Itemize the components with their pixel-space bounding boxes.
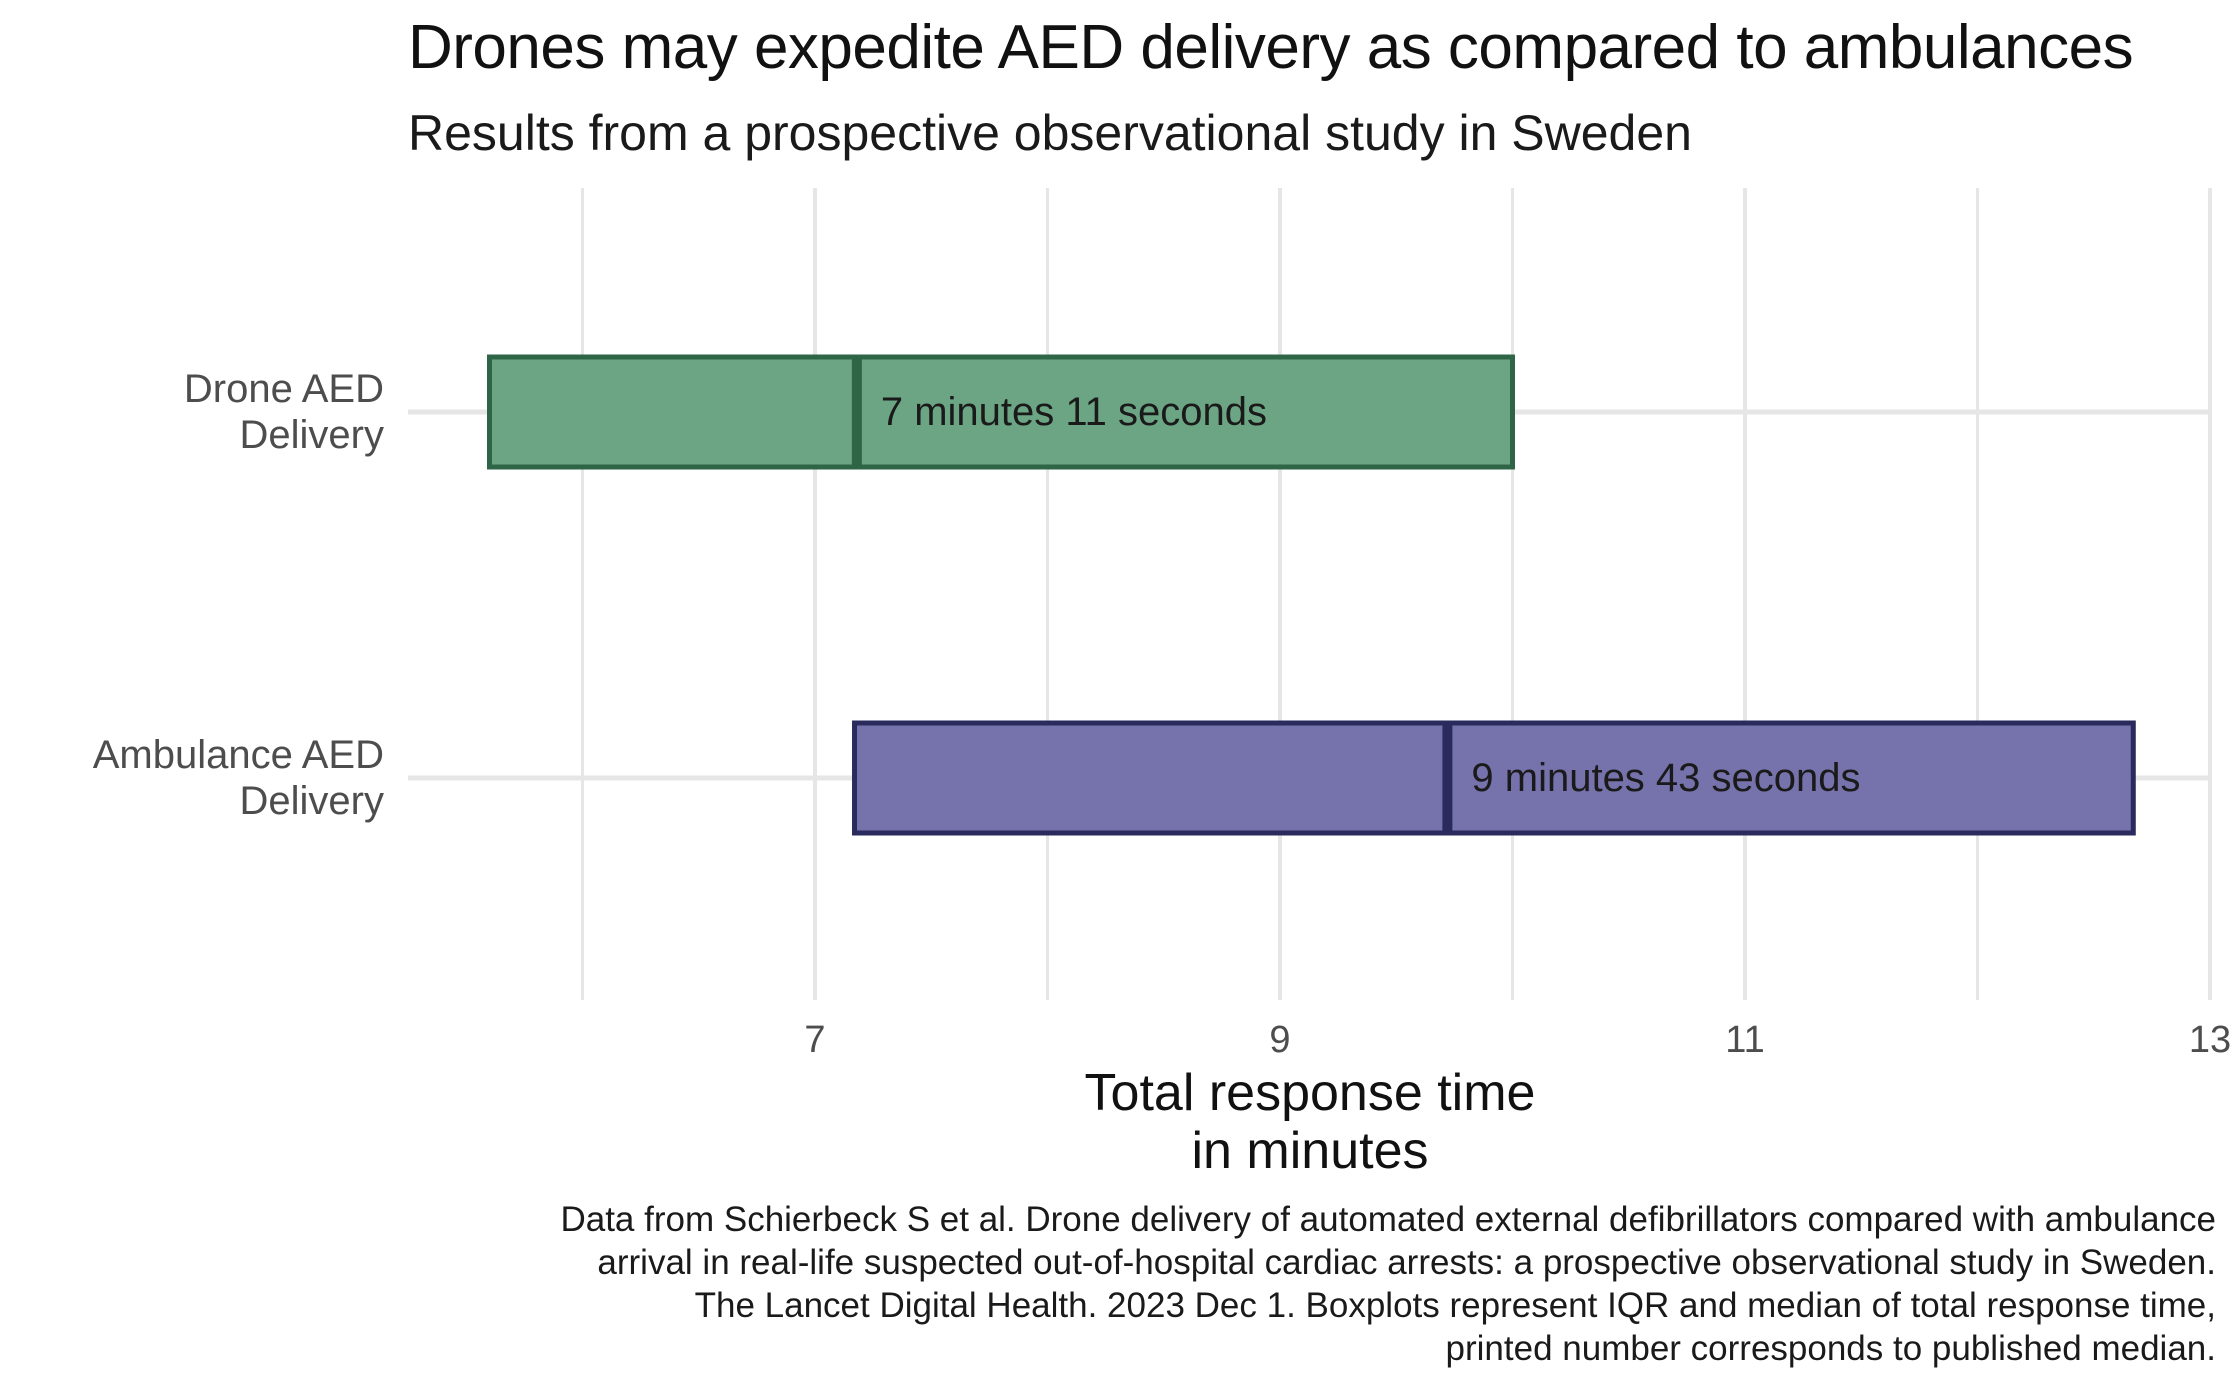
y-category-label-line: Delivery — [240, 413, 384, 457]
chart-subtitle: Results from a prospective observational… — [408, 105, 1692, 161]
chart-title: Drones may expedite AED delivery as comp… — [408, 13, 2134, 82]
grid-lines — [408, 188, 2212, 1000]
x-axis-title: Total response time in minutes — [1085, 1064, 1536, 1180]
boxes: 7 minutes 11 seconds 9 minutes 43 seconds — [487, 354, 2136, 836]
iqr-box — [852, 720, 2136, 836]
chart-caption: Data from Schierbeck S et al. Drone deli… — [316, 1198, 2216, 1370]
caption-line: The Lancet Digital Health. 2023 Dec 1. B… — [694, 1286, 2216, 1325]
iqr-box — [487, 354, 1515, 470]
caption-line: Data from Schierbeck S et al. Drone deli… — [560, 1200, 2216, 1239]
x-axis-title-line: Total response time — [1085, 1064, 1536, 1122]
x-tick-label: 13 — [2189, 1019, 2231, 1061]
caption-line: arrival in real-life suspected out-of-ho… — [597, 1243, 2216, 1282]
y-category-label-line: Ambulance AED — [93, 733, 384, 777]
median-label: 7 minutes 11 seconds — [881, 390, 1267, 434]
x-axis-title-line: in minutes — [1192, 1122, 1429, 1180]
median-label: 9 minutes 43 seconds — [1471, 756, 1860, 800]
y-category-label-line: Drone AED — [184, 367, 384, 411]
x-tick-label: 7 — [804, 1019, 825, 1061]
x-tick-label: 9 — [1269, 1019, 1290, 1061]
x-tick-label: 11 — [1725, 1019, 1764, 1061]
y-category-label: Drone AED Delivery — [184, 367, 384, 457]
caption-line: printed number corresponds to published … — [1445, 1329, 2216, 1368]
y-category-label-line: Delivery — [240, 779, 384, 823]
y-category-label: Ambulance AED Delivery — [93, 733, 384, 823]
